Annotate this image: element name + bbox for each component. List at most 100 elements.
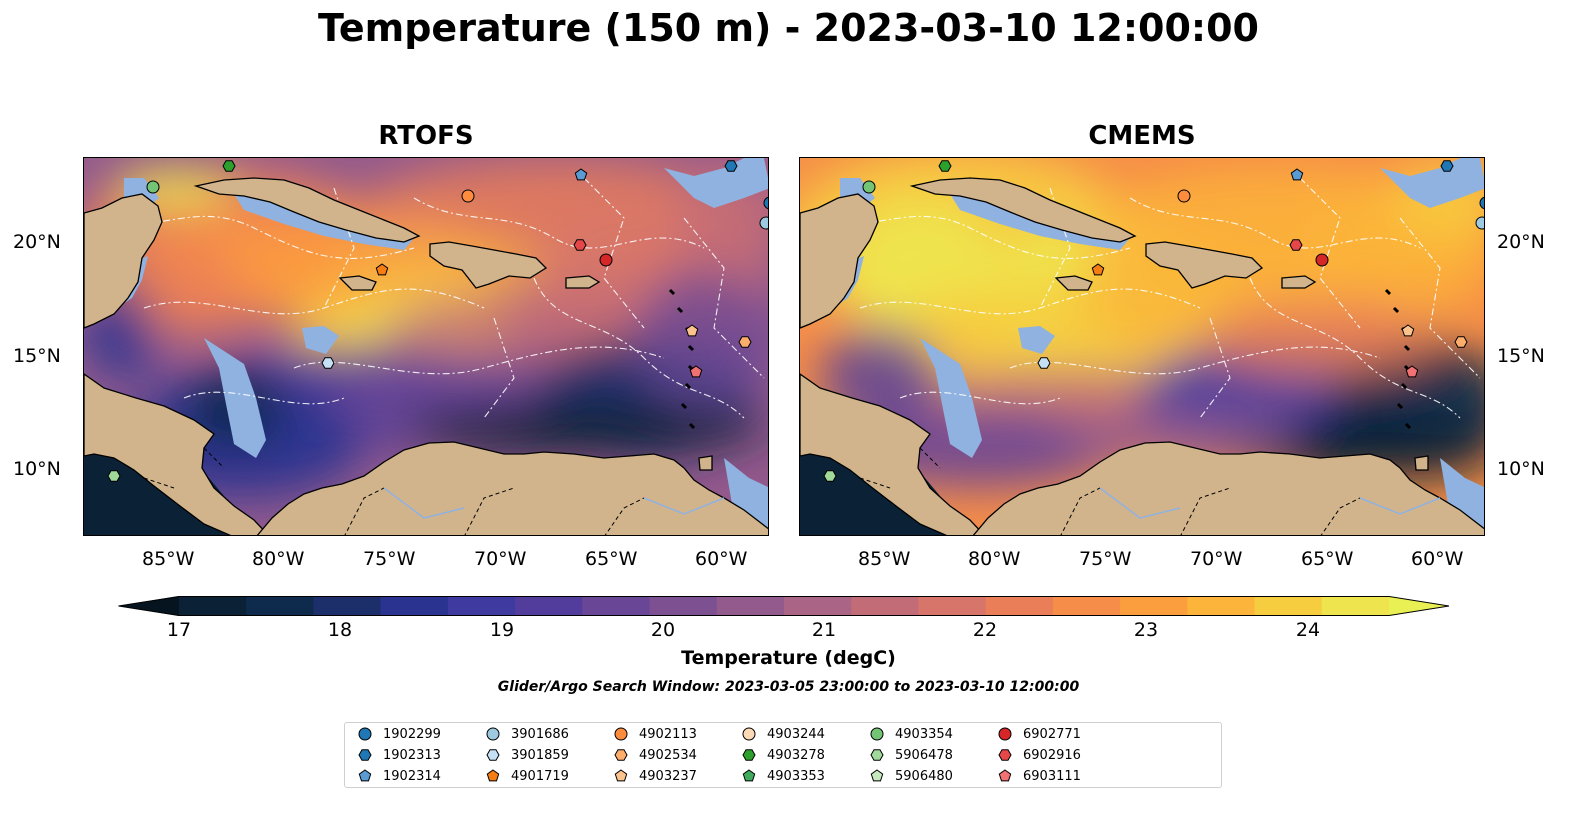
x-tick: 70°W	[1190, 548, 1243, 570]
eez-boundary-line	[583, 177, 645, 329]
legend-label: 4903237	[639, 768, 697, 784]
pentagon-marker-icon	[358, 769, 372, 782]
eez-boundary-line	[293, 346, 665, 375]
legend-label: 4903278	[767, 747, 825, 763]
float-marker	[107, 470, 121, 482]
rtofs-map	[83, 157, 769, 536]
float-marker	[823, 470, 837, 482]
colorbar-segment	[582, 596, 651, 616]
legend-item: 1902314	[357, 768, 441, 784]
legend-item: 6903111	[997, 768, 1081, 784]
hexagon-marker-icon	[614, 749, 628, 761]
shallow-water-region	[1440, 458, 1484, 535]
legend-marker	[614, 769, 628, 782]
colorbar-segment	[1254, 596, 1323, 616]
legend-label: 1902314	[383, 768, 441, 784]
float-marker	[689, 365, 703, 378]
landmass-centralAm	[800, 373, 986, 535]
float-marker	[1037, 357, 1051, 369]
legend-label: 5906478	[895, 747, 953, 763]
colorbar-label: Temperature (degC)	[681, 647, 896, 669]
x-tick: 65°W	[1301, 548, 1354, 570]
landmass-yucatan	[800, 193, 879, 329]
eez-boundary-line	[1399, 217, 1481, 379]
legend-item: 1902299	[357, 726, 441, 742]
float-marker	[461, 189, 475, 203]
float-marker	[1401, 324, 1415, 337]
y-tick: 15°N	[13, 345, 61, 367]
landmass-puertorico	[1281, 275, 1317, 289]
temperature-patch	[634, 268, 768, 408]
float-marker	[759, 216, 768, 230]
y-tick: 15°N	[1497, 345, 1545, 367]
float-marker	[574, 168, 588, 181]
colorbar-segment	[1321, 596, 1390, 616]
colorbar-tick: 17	[166, 619, 192, 641]
colorbar-segment	[649, 596, 718, 616]
search-window-caption: Glider/Argo Search Window: 2023-03-05 23…	[497, 679, 1080, 695]
colorbar-tick: 24	[1295, 619, 1321, 641]
legend-item: 4903244	[741, 726, 825, 742]
legend-item: 1902313	[357, 747, 441, 763]
float-marker	[1440, 160, 1454, 172]
eez-boundary-line	[413, 197, 705, 249]
river-line	[1099, 487, 1441, 519]
legend-marker	[742, 727, 756, 741]
x-tick: 85°W	[142, 548, 195, 570]
figure-title: Temperature (150 m) - 2023-03-10 12:00:0…	[317, 6, 1259, 50]
circle-marker-icon	[742, 727, 756, 741]
legend-item: 6902916	[997, 747, 1081, 763]
colorbar-tick: 23	[1133, 619, 1159, 641]
legend-item: 4903353	[741, 768, 825, 784]
legend-label: 6902771	[1023, 726, 1081, 742]
shallow-water-region	[204, 338, 266, 458]
legend-marker	[870, 727, 884, 741]
float-marker	[375, 263, 389, 276]
landmass-trinidad	[698, 455, 713, 471]
shallow-water-region	[1018, 326, 1055, 354]
temperature-patch	[404, 403, 764, 453]
legend-item: 3901859	[485, 747, 569, 763]
temperature-colorbar	[118, 596, 1450, 616]
legend-item: 6902771	[997, 726, 1081, 742]
hexagon-marker-icon	[486, 749, 500, 761]
legend-marker	[998, 749, 1012, 761]
legend-item: 5906478	[869, 747, 953, 763]
legend-item: 4901719	[485, 768, 569, 784]
legend-item: 4902534	[613, 747, 697, 763]
shallow-water-region	[302, 326, 339, 354]
colorbar-under-extension	[118, 596, 179, 616]
legend-marker	[998, 727, 1012, 741]
landmass-cuba	[193, 177, 421, 243]
float-marker	[1091, 263, 1105, 276]
legend-marker	[998, 769, 1012, 782]
circle-marker-icon	[358, 727, 372, 741]
country-border	[143, 447, 645, 535]
legend-label: 4903353	[767, 768, 825, 784]
river-line	[383, 487, 725, 519]
colorbar-tick: 21	[811, 619, 837, 641]
legend-marker	[358, 727, 372, 741]
landmass-puertorico	[565, 275, 601, 289]
circle-marker-icon	[998, 727, 1012, 741]
landmass-cuba	[909, 177, 1137, 243]
legend-label: 4902113	[639, 726, 697, 742]
legend-label: 6903111	[1023, 768, 1081, 784]
eez-boundary-line	[183, 391, 345, 405]
circle-marker-icon	[486, 727, 500, 741]
legend-label: 4902534	[639, 747, 697, 763]
landmass-trinidad	[1414, 455, 1429, 471]
y-tick: 20°N	[1497, 231, 1545, 253]
x-tick: 65°W	[585, 548, 638, 570]
pentagon-marker-icon	[742, 769, 756, 782]
hexagon-marker-icon	[358, 749, 372, 761]
x-tick: 70°W	[474, 548, 527, 570]
x-tick: 80°W	[968, 548, 1021, 570]
cmems-map	[799, 157, 1485, 536]
legend-label: 4901719	[511, 768, 569, 784]
float-marker	[1479, 196, 1484, 210]
shallow-water-region	[1380, 158, 1484, 208]
legend-marker	[614, 749, 628, 761]
x-tick: 75°W	[363, 548, 416, 570]
landmass-southAm	[256, 441, 768, 535]
